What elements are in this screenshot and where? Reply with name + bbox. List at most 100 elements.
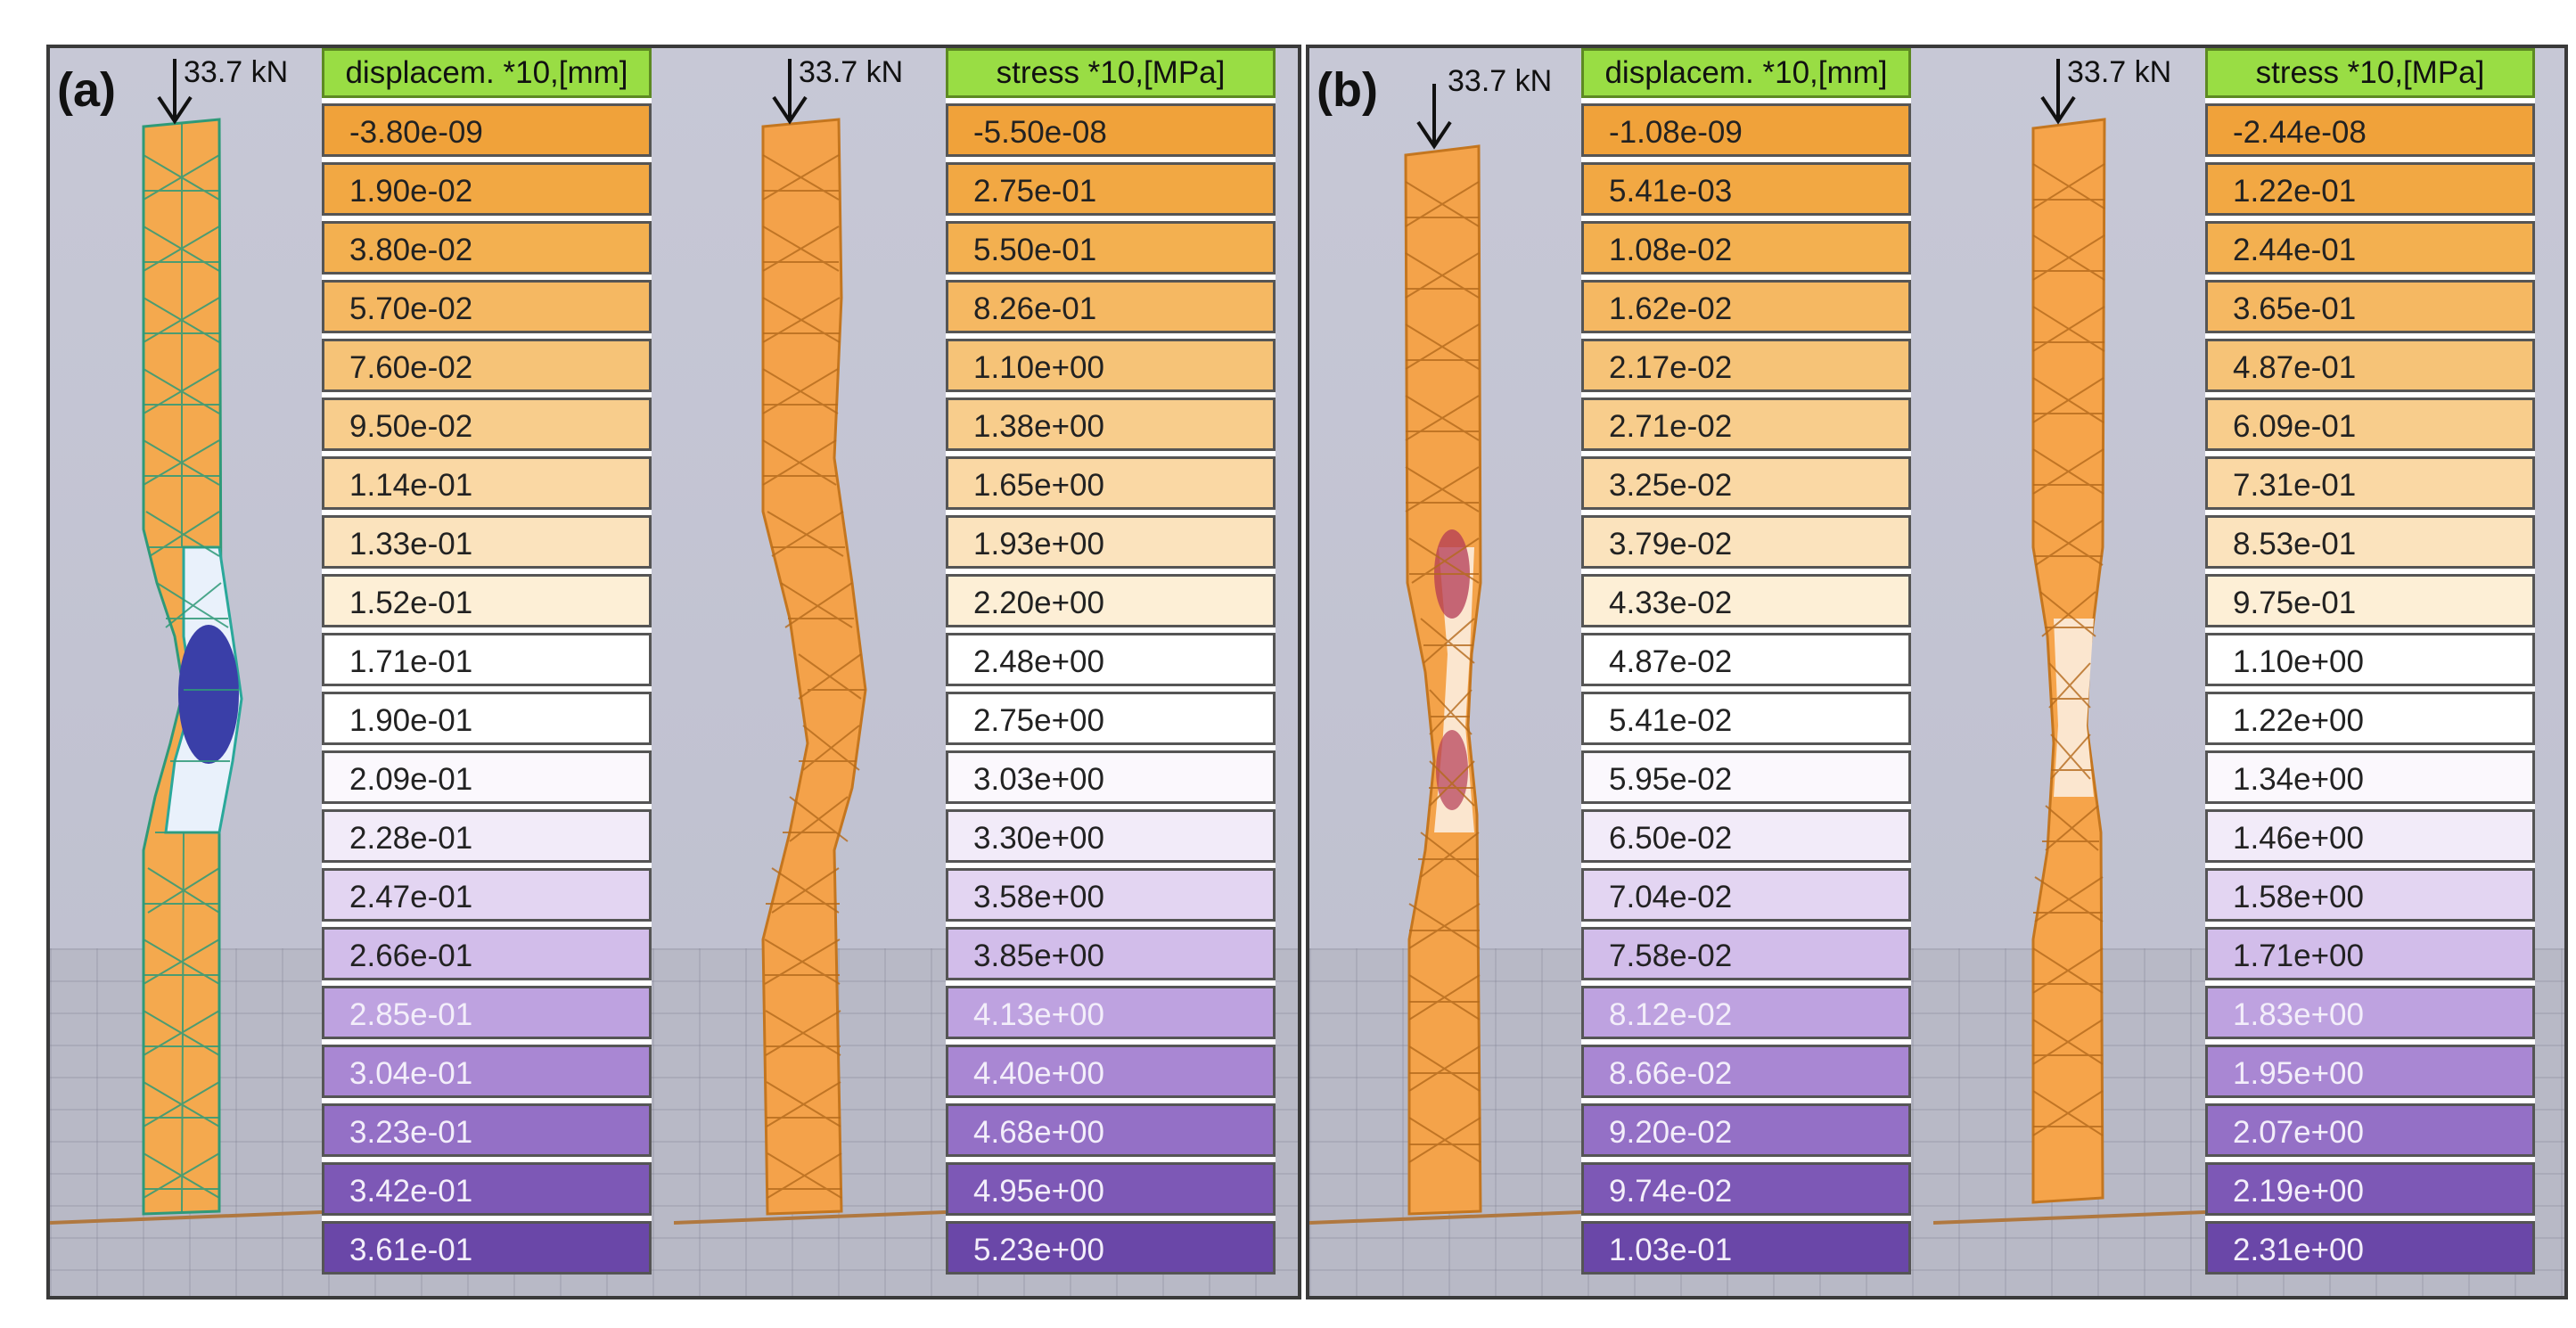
legend-value: 1.83e+00 xyxy=(2205,986,2535,1039)
stress-legend: stress *10,[MPa] -2.44e-08 1.22e-01 2.44e-… xyxy=(2205,48,2535,1275)
legend-value: 5.41e-02 xyxy=(1581,692,1911,745)
legend-value: 2.44e-01 xyxy=(2205,221,2535,275)
legend-value: 9.74e-02 xyxy=(1581,1162,1911,1216)
legend-value: 1.38e+00 xyxy=(946,398,1276,451)
stress-column-view: 33.7 kN xyxy=(674,48,946,1296)
legend-value: 7.60e-02 xyxy=(322,339,652,392)
displacement-column-drawing xyxy=(1309,84,1581,1225)
legend-value: 1.71e-01 xyxy=(322,633,652,686)
legend-value: 4.13e+00 xyxy=(946,986,1276,1039)
legend-value: 3.65e-01 xyxy=(2205,280,2535,333)
legend-value: -3.80e-09 xyxy=(322,103,652,157)
legend-value: 4.33e-02 xyxy=(1581,574,1911,627)
displacement-column-view: 33.7 kN xyxy=(1309,48,1581,1296)
legend-value: -5.50e-08 xyxy=(946,103,1276,157)
legend-scale: -3.80e-09 1.90e-02 3.80e-02 5.70e-02 7.60e-0… xyxy=(322,103,652,1275)
legend-value: 3.25e-02 xyxy=(1581,456,1911,510)
legend-value: 1.22e-01 xyxy=(2205,162,2535,216)
legend-value: 5.41e-03 xyxy=(1581,162,1911,216)
legend-value: 2.48e+00 xyxy=(946,633,1276,686)
legend-value: 2.71e-02 xyxy=(1581,398,1911,451)
legend-value: 5.95e-02 xyxy=(1581,750,1911,804)
legend-value: 9.50e-02 xyxy=(322,398,652,451)
legend-scale: -2.44e-08 1.22e-01 2.44e-01 3.65e-01 4.87e-0… xyxy=(2205,103,2535,1275)
legend-value: 4.87e-02 xyxy=(1581,633,1911,686)
legend-title: displacem. *10,[mm] xyxy=(322,48,652,98)
legend-value: 4.40e+00 xyxy=(946,1045,1276,1098)
legend-title: stress *10,[MPa] xyxy=(2205,48,2535,98)
legend-value: 8.66e-02 xyxy=(1581,1045,1911,1098)
displacement-legend: displacem. *10,[mm] -1.08e-09 5.41e-03 1.0… xyxy=(1581,48,1911,1275)
legend-value: 2.75e-01 xyxy=(946,162,1276,216)
legend-value: 2.20e+00 xyxy=(946,574,1276,627)
legend-title: stress *10,[MPa] xyxy=(946,48,1276,98)
legend-value: 3.42e-01 xyxy=(322,1162,652,1216)
legend-scale: -1.08e-09 5.41e-03 1.08e-02 1.62e-02 2.17e-0… xyxy=(1581,103,1911,1275)
legend-value: 1.03e-01 xyxy=(1581,1221,1911,1275)
load-label: 33.7 kN xyxy=(2067,55,2172,89)
legend-value: 8.26e-01 xyxy=(946,280,1276,333)
legend-value: 2.19e+00 xyxy=(2205,1162,2535,1216)
displacement-column-drawing xyxy=(50,59,322,1225)
legend-value: 1.58e+00 xyxy=(2205,868,2535,922)
legend-value: 6.09e-01 xyxy=(2205,398,2535,451)
legend-value: 1.10e+00 xyxy=(2205,633,2535,686)
legend-value: 6.50e-02 xyxy=(1581,809,1911,863)
legend-value: 5.50e-01 xyxy=(946,221,1276,275)
legend-value: 1.46e+00 xyxy=(2205,809,2535,863)
legend-title: displacem. *10,[mm] xyxy=(1581,48,1911,98)
legend-value: 1.93e+00 xyxy=(946,515,1276,569)
legend-value: 2.17e-02 xyxy=(1581,339,1911,392)
legend-value: 7.58e-02 xyxy=(1581,927,1911,980)
legend-value: 3.85e+00 xyxy=(946,927,1276,980)
legend-value: 9.75e-01 xyxy=(2205,574,2535,627)
legend-value: 1.71e+00 xyxy=(2205,927,2535,980)
legend-value: 3.80e-02 xyxy=(322,221,652,275)
legend-value: -1.08e-09 xyxy=(1581,103,1911,157)
legend-scale: -5.50e-08 2.75e-01 5.50e-01 8.26e-01 1.10e+0… xyxy=(946,103,1276,1275)
legend-value: -2.44e-08 xyxy=(2205,103,2535,157)
panel-label: (b) xyxy=(1317,63,1378,117)
legend-value: 2.85e-01 xyxy=(322,986,652,1039)
legend-value: 1.34e+00 xyxy=(2205,750,2535,804)
legend-value: 3.03e+00 xyxy=(946,750,1276,804)
legend-value: 1.08e-02 xyxy=(1581,221,1911,275)
legend-value: 4.95e+00 xyxy=(946,1162,1276,1216)
legend-value: 1.95e+00 xyxy=(2205,1045,2535,1098)
panel-a: (a) 33.7 kN displacem. *10,[mm] -3.80e-0… xyxy=(46,45,1301,1299)
legend-value: 3.58e+00 xyxy=(946,868,1276,922)
displacement-legend: displacem. *10,[mm] -3.80e-09 1.90e-02 3.8… xyxy=(322,48,652,1275)
legend-value: 3.79e-02 xyxy=(1581,515,1911,569)
legend-value: 9.20e-02 xyxy=(1581,1103,1911,1157)
stress-legend: stress *10,[MPa] -5.50e-08 2.75e-01 5.50e-… xyxy=(946,48,1276,1275)
legend-value: 4.68e+00 xyxy=(946,1103,1276,1157)
legend-value: 1.33e-01 xyxy=(322,515,652,569)
load-label: 33.7 kN xyxy=(1448,64,1553,98)
legend-value: 2.31e+00 xyxy=(2205,1221,2535,1275)
legend-value: 2.75e+00 xyxy=(946,692,1276,745)
legend-value: 1.90e-02 xyxy=(322,162,652,216)
legend-value: 2.28e-01 xyxy=(322,809,652,863)
legend-value: 3.61e-01 xyxy=(322,1221,652,1275)
stress-column-view: 33.7 kN xyxy=(1933,48,2205,1296)
legend-value: 8.53e-01 xyxy=(2205,515,2535,569)
legend-value: 1.65e+00 xyxy=(946,456,1276,510)
stress-column-drawing xyxy=(674,59,946,1225)
legend-value: 3.30e+00 xyxy=(946,809,1276,863)
legend-value: 5.23e+00 xyxy=(946,1221,1276,1275)
legend-value: 1.52e-01 xyxy=(322,574,652,627)
legend-value: 1.22e+00 xyxy=(2205,692,2535,745)
legend-value: 1.62e-02 xyxy=(1581,280,1911,333)
legend-value: 2.07e+00 xyxy=(2205,1103,2535,1157)
panel-b: (b) 33.7 kN displacem. *10,[mm] -1.08e-0… xyxy=(1306,45,2568,1299)
legend-value: 5.70e-02 xyxy=(322,280,652,333)
legend-value: 4.87e-01 xyxy=(2205,339,2535,392)
legend-value: 2.09e-01 xyxy=(322,750,652,804)
stress-column-drawing xyxy=(1933,59,2205,1225)
legend-value: 7.04e-02 xyxy=(1581,868,1911,922)
legend-value: 1.14e-01 xyxy=(322,456,652,510)
legend-value: 1.90e-01 xyxy=(322,692,652,745)
legend-value: 7.31e-01 xyxy=(2205,456,2535,510)
legend-value: 1.10e+00 xyxy=(946,339,1276,392)
legend-value: 2.47e-01 xyxy=(322,868,652,922)
